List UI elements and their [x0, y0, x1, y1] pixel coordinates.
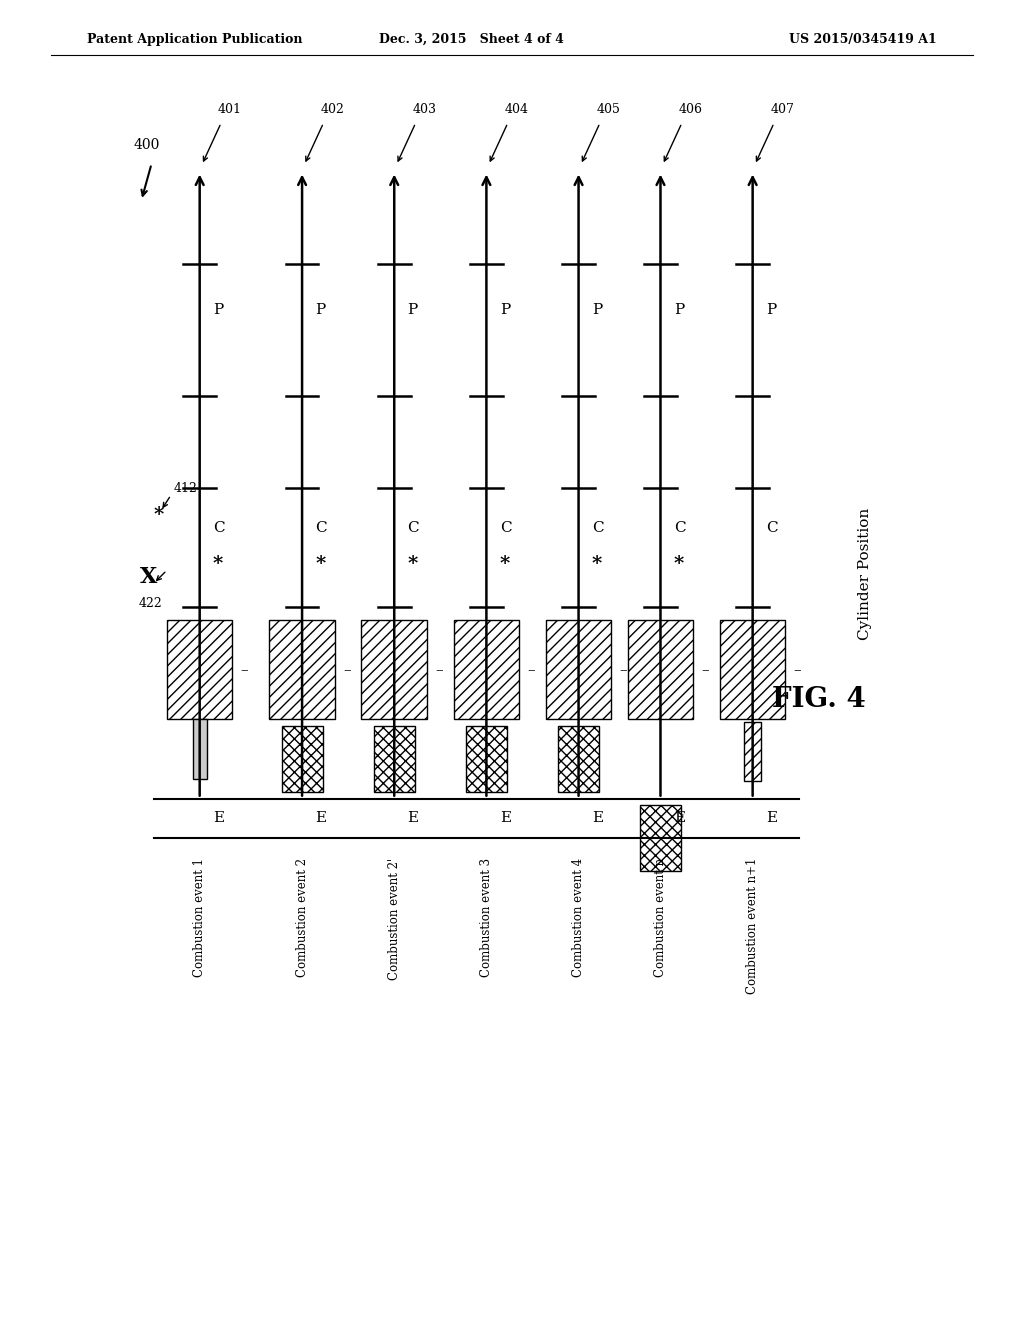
Text: Combustion event n: Combustion event n: [654, 858, 667, 977]
Text: X: X: [140, 566, 157, 587]
Text: 404: 404: [505, 103, 528, 116]
Text: E: E: [766, 812, 777, 825]
Bar: [193, 719, 207, 779]
Text: 402: 402: [321, 103, 344, 116]
Text: –: –: [527, 663, 535, 677]
Text: C: C: [213, 521, 224, 535]
Text: Patent Application Publication: Patent Application Publication: [87, 33, 302, 46]
Text: 405: 405: [597, 103, 621, 116]
Text: E: E: [315, 812, 327, 825]
Text: 406: 406: [679, 103, 702, 116]
Text: Dec. 3, 2015   Sheet 4 of 4: Dec. 3, 2015 Sheet 4 of 4: [379, 33, 563, 46]
Text: Combustion event 1: Combustion event 1: [194, 858, 206, 977]
Text: *: *: [154, 506, 164, 524]
Text: C: C: [408, 521, 419, 535]
Text: P: P: [674, 304, 684, 317]
Text: C: C: [674, 521, 685, 535]
Text: –: –: [241, 663, 248, 677]
Text: *: *: [500, 554, 510, 573]
Text: P: P: [213, 304, 223, 317]
Bar: [466, 726, 507, 792]
Text: E: E: [408, 812, 419, 825]
Text: P: P: [408, 304, 418, 317]
Text: E: E: [674, 812, 685, 825]
Text: Combustion event n+1: Combustion event n+1: [746, 858, 759, 994]
Bar: [374, 726, 415, 792]
Text: 403: 403: [413, 103, 436, 116]
Text: P: P: [592, 304, 602, 317]
Text: –: –: [343, 663, 350, 677]
Bar: [744, 722, 761, 781]
Bar: [361, 620, 427, 719]
Text: –: –: [435, 663, 442, 677]
Bar: [640, 805, 681, 871]
Text: C: C: [592, 521, 603, 535]
Text: *: *: [592, 554, 602, 573]
Text: *: *: [674, 554, 684, 573]
Bar: [167, 620, 232, 719]
Text: 412: 412: [174, 482, 198, 495]
Bar: [454, 620, 519, 719]
Text: 400: 400: [133, 137, 160, 152]
Text: Cylinder Position: Cylinder Position: [858, 508, 872, 640]
Text: –: –: [620, 663, 627, 677]
Text: *: *: [408, 554, 418, 573]
Text: Combustion event 3: Combustion event 3: [480, 858, 493, 977]
Bar: [628, 620, 693, 719]
Text: *: *: [213, 554, 223, 573]
Text: Combustion event 2: Combustion event 2: [296, 858, 308, 977]
Text: E: E: [500, 812, 511, 825]
Bar: [282, 726, 323, 792]
Bar: [269, 620, 335, 719]
Text: P: P: [315, 304, 326, 317]
Text: C: C: [766, 521, 777, 535]
Text: C: C: [500, 521, 511, 535]
Text: E: E: [213, 812, 224, 825]
Text: Combustion event 2': Combustion event 2': [388, 858, 400, 981]
Text: 407: 407: [771, 103, 795, 116]
Text: P: P: [766, 304, 776, 317]
Text: P: P: [500, 304, 510, 317]
Bar: [558, 726, 599, 792]
Text: *: *: [315, 554, 326, 573]
Bar: [546, 620, 611, 719]
Text: C: C: [315, 521, 327, 535]
Text: E: E: [592, 812, 603, 825]
Text: Combustion event 4: Combustion event 4: [572, 858, 585, 977]
Text: US 2015/0345419 A1: US 2015/0345419 A1: [790, 33, 937, 46]
Text: –: –: [794, 663, 801, 677]
Bar: [720, 620, 785, 719]
Text: 422: 422: [138, 597, 162, 610]
Text: 401: 401: [218, 103, 242, 116]
Text: –: –: [701, 663, 709, 677]
Text: FIG. 4: FIG. 4: [772, 686, 866, 713]
